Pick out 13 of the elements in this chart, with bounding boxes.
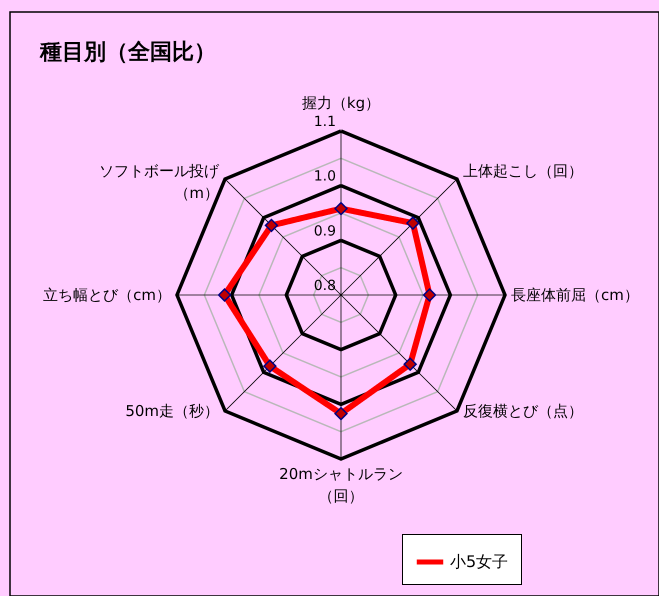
spoke-label: 立ち幅とび（cm） [43,286,171,304]
spoke-label: 20mシャトルラン（回） [279,465,403,505]
spoke-label: 上体起こし（回） [462,162,583,180]
spoke-label: 長座体前屈（cm） [511,286,639,304]
y-tick-label: 1.1 [314,114,336,130]
spoke-label: ソフトボール投げ（m） [99,162,220,202]
spoke-label: 反復横とび（点） [462,402,583,420]
spoke-label: 握力（kg） [302,94,380,112]
y-tick-label: 1.0 [314,168,336,185]
chart-title: 種目別（全国比） [39,40,216,65]
legend-label: 小5女子 [450,552,508,571]
y-tick-label: 0.9 [314,223,336,240]
spoke-label: 50m走（秒） [125,402,220,420]
